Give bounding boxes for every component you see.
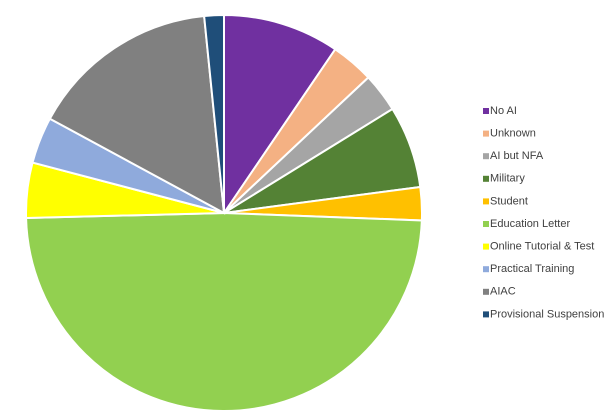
legend-label: Military <box>490 173 525 185</box>
legend-label: Provisional Suspension <box>490 308 604 320</box>
legend-label: Unknown <box>490 128 536 140</box>
legend-label: No AI <box>490 105 517 117</box>
legend-label: Education Letter <box>490 218 570 230</box>
legend-swatch <box>483 175 489 182</box>
pie-slice <box>25 211 423 412</box>
legend-label: Student <box>490 195 528 207</box>
legend-swatch <box>483 108 489 114</box>
legend-label: Practical Training <box>490 263 574 275</box>
pie-slice <box>203 13 225 214</box>
legend-label: Online Tutorial & Test <box>490 241 594 253</box>
legend-label: AI but NFA <box>490 150 544 162</box>
legend-swatch <box>483 311 489 318</box>
legend-swatch <box>483 130 489 137</box>
pie-slice <box>223 13 337 217</box>
legend-label: AIAC <box>490 286 516 298</box>
legend-swatch <box>483 153 489 160</box>
legend-swatch <box>483 266 489 273</box>
legend-swatch <box>483 198 489 205</box>
legend-swatch <box>483 221 489 227</box>
pie-slice <box>48 14 226 215</box>
legend-swatch <box>483 288 489 295</box>
legend-swatch <box>483 243 489 250</box>
